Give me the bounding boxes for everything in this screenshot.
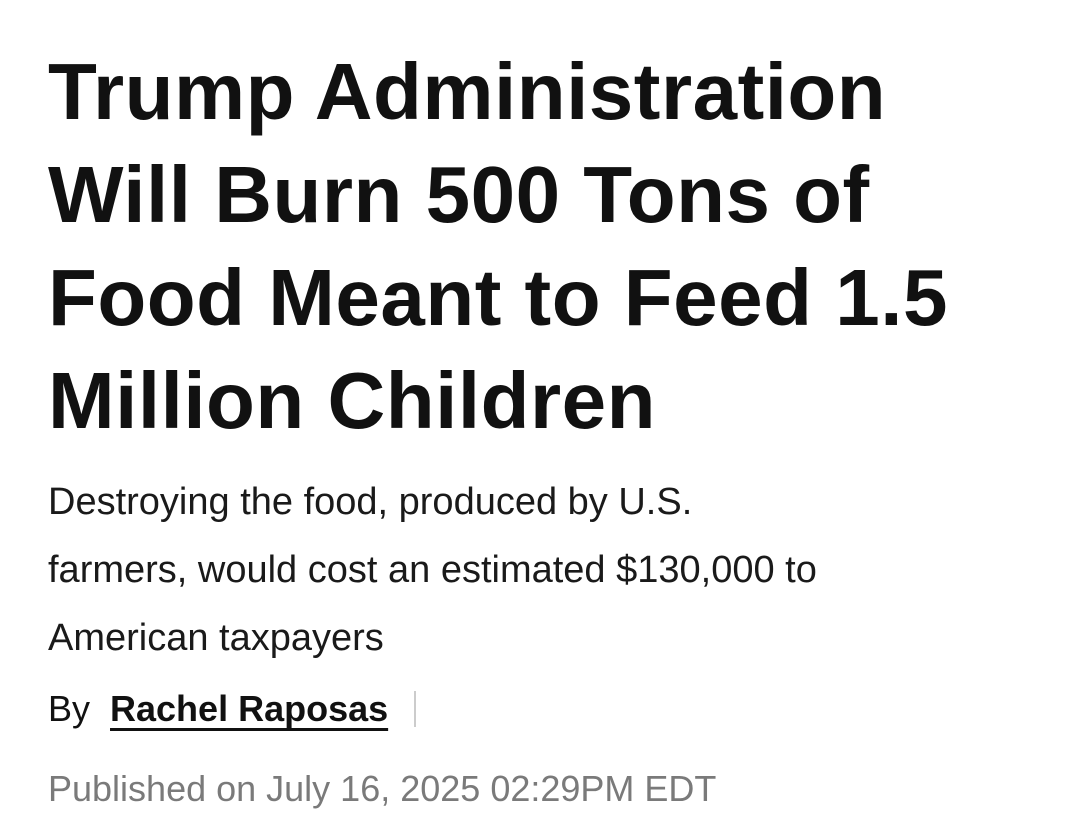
headline-line: Will Burn 500 Tons of	[48, 150, 870, 239]
subheadline-line: Destroying the food, produced by U.S.	[48, 481, 693, 523]
subheadline: Destroying the food, produced by U.S. fa…	[48, 468, 817, 672]
headline-line: Trump Administration	[48, 47, 887, 136]
headline: Trump Administration Will Burn 500 Tons …	[48, 40, 948, 452]
byline: By Rachel Raposas	[48, 688, 417, 730]
author-link[interactable]: Rachel Raposas	[110, 688, 389, 729]
headline-line: Million Children	[48, 356, 656, 445]
subheadline-line: American taxpayers	[48, 617, 384, 659]
byline-prefix: By	[48, 688, 91, 729]
published-date: Published on July 16, 2025 02:29PM EDT	[48, 768, 717, 809]
headline-line: Food Meant to Feed 1.5	[48, 253, 948, 342]
divider	[414, 691, 417, 727]
subheadline-line: farmers, would cost an estimated $130,00…	[48, 549, 817, 591]
